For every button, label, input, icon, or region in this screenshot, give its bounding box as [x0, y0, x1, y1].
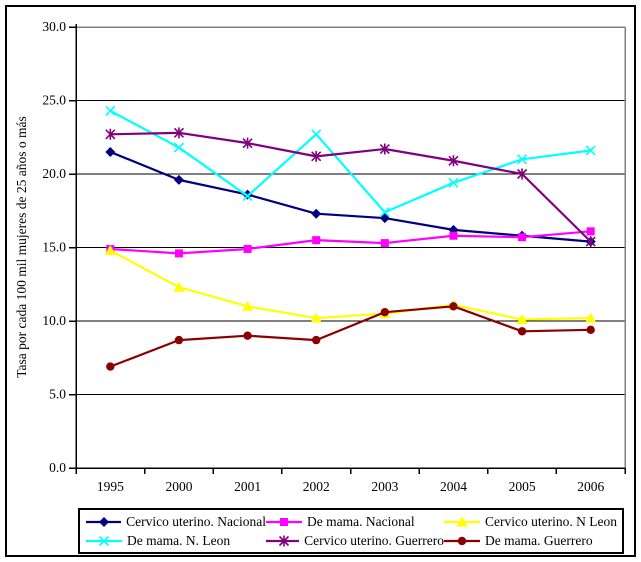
y-tick-label: 20.0 [42, 166, 66, 181]
legend-label: Cervico uterino. Guerrero [304, 532, 444, 548]
series-0 [105, 146, 596, 247]
x-tick-label: 2001 [234, 479, 261, 494]
x-tick-label: 2002 [303, 479, 330, 494]
legend-label: De mama. Nacional [307, 513, 415, 529]
legend-marker-square-icon [266, 517, 302, 526]
marker-square [280, 517, 288, 526]
marker-star [516, 168, 528, 180]
series-line [109, 150, 591, 243]
marker-triangle [585, 312, 597, 323]
legend-marker-triangle-icon [444, 516, 480, 526]
legend-label: De mama. N. Leon [127, 532, 231, 548]
series-5 [106, 302, 595, 371]
marker-triangle [516, 314, 528, 325]
marker-star [173, 127, 185, 139]
marker-star [242, 137, 253, 149]
marker-star [448, 155, 459, 167]
marker-circle [457, 536, 467, 545]
marker-diamond [173, 174, 184, 185]
y-tick-label: 10.0 [42, 313, 66, 328]
x-tick-label: 2000 [165, 479, 192, 494]
marker-triangle [242, 300, 254, 311]
chart-legend: Cervico uterino. Nacional De mama. Nacion… [78, 508, 624, 554]
y-tick-label: 30.0 [42, 19, 66, 34]
marker-triangle [310, 312, 322, 323]
legend-item-1: De mama. Nacional [266, 514, 444, 530]
marker-x [516, 154, 528, 165]
marker-circle [449, 302, 458, 311]
x-tick-label: 1995 [97, 479, 124, 494]
marker-square [174, 249, 183, 258]
marker-diamond [105, 146, 116, 157]
marker-circle [586, 325, 595, 335]
marker-triangle [456, 516, 468, 526]
line-chart-plot: 0.0 5.0 10.0 15.0 20.0 25.0 30.0 1995 2000 2001 20… [42, 19, 626, 494]
marker-diamond [99, 516, 109, 527]
x-tick-label: 2006 [577, 479, 604, 494]
marker-circle [106, 362, 115, 371]
legend-item-0: Cervico uterino. Nacional [86, 514, 266, 530]
legend-label: Cervico uterino. Nacional [126, 513, 266, 529]
legend-item-3: De mama. N. Leon [86, 533, 266, 549]
x-tick-label: 2005 [509, 479, 536, 494]
legend-marker-x-icon [86, 535, 122, 546]
legend-label: De mama. Guerrero [485, 532, 593, 548]
marker-square [518, 233, 527, 242]
marker-x [311, 129, 322, 140]
marker-diamond [311, 208, 322, 219]
legend-marker-circle-icon [444, 536, 480, 545]
series-line [109, 109, 591, 214]
marker-star [585, 236, 596, 248]
marker-square [243, 244, 252, 253]
marker-triangle [173, 281, 185, 292]
legend-label: Cervico uterino. N Leon [485, 513, 617, 529]
marker-x [448, 177, 459, 188]
marker-x [105, 105, 116, 116]
marker-x [242, 190, 253, 202]
series-line [110, 230, 591, 255]
marker-circle [517, 327, 527, 336]
marker-circle [311, 335, 321, 345]
series-line [110, 131, 592, 243]
series-line [109, 249, 591, 321]
x-tick-label: 2004 [440, 479, 467, 494]
marker-triangle [104, 244, 116, 255]
y-tick-label: 5.0 [49, 387, 66, 402]
legend-item-2: Cervico uterino. N Leon [444, 514, 620, 530]
marker-x [173, 142, 185, 153]
marker-x [98, 535, 110, 546]
marker-square [586, 227, 595, 236]
series-line [109, 305, 591, 368]
figure-border [5, 5, 636, 557]
series-1 [106, 227, 595, 258]
y-tick-label: 25.0 [42, 93, 66, 108]
marker-star [105, 128, 116, 140]
marker-circle [243, 331, 252, 340]
legend-item-4: Cervico uterino. Guerrero [266, 533, 444, 549]
marker-star [278, 535, 290, 546]
marker-square [449, 231, 458, 240]
x-tick-label: 2003 [371, 479, 398, 494]
marker-square [312, 236, 321, 245]
y-tick-label: 15.0 [42, 240, 66, 255]
marker-circle [174, 335, 184, 345]
y-axis-title: Tasa por cada 100 mil mujeres de 25 años… [14, 116, 29, 378]
marker-square [380, 239, 389, 248]
marker-star [379, 143, 390, 155]
legend-item-5: De mama. Guerrero [444, 533, 620, 549]
marker-circle [380, 307, 390, 317]
y-tick-label: 0.0 [49, 460, 66, 475]
legend-marker-star-icon [266, 535, 300, 546]
series-3 [105, 105, 596, 218]
marker-x [379, 207, 390, 218]
marker-star [311, 150, 322, 162]
series-4 [105, 127, 596, 248]
legend-marker-diamond-icon [86, 516, 122, 527]
marker-x [585, 145, 596, 156]
